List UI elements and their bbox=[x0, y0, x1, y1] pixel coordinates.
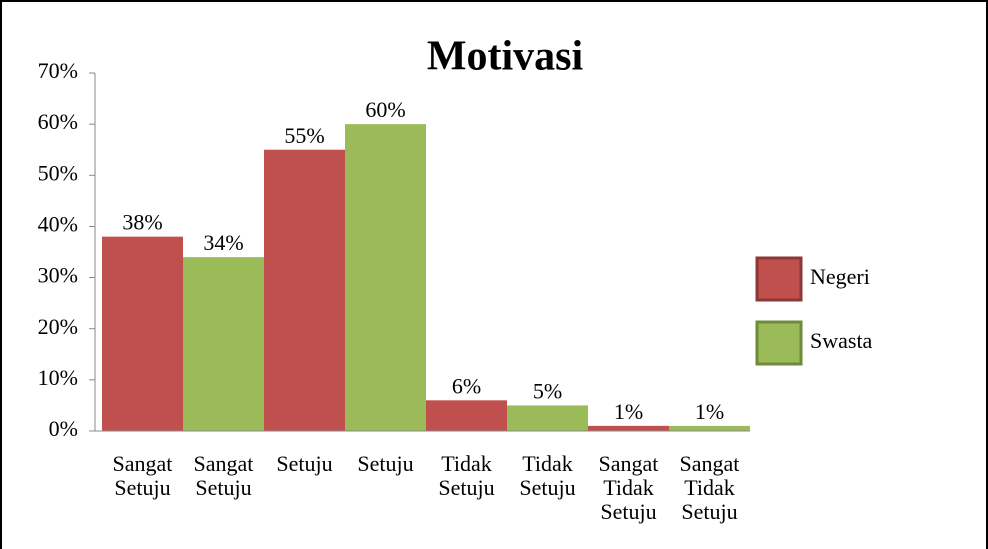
value-label: 1% bbox=[695, 399, 724, 424]
legend-label: Negeri bbox=[810, 264, 870, 289]
value-label: 60% bbox=[365, 97, 405, 122]
y-tick-label: 70% bbox=[38, 58, 78, 83]
x-tick-label: Sangat Tidak Setuju bbox=[599, 451, 659, 524]
y-tick-label: 20% bbox=[38, 314, 78, 339]
x-tick-label: Sangat Tidak Setuju bbox=[680, 451, 740, 524]
value-label: 6% bbox=[452, 373, 481, 398]
x-tick-label: Tidak Setuju bbox=[438, 451, 494, 500]
y-tick-label: 30% bbox=[38, 263, 78, 288]
x-tick-label: Setuju bbox=[357, 451, 413, 476]
bar bbox=[426, 400, 507, 431]
y-tick-label: 10% bbox=[38, 365, 78, 390]
bar bbox=[345, 124, 426, 432]
value-label: 1% bbox=[614, 399, 643, 424]
y-tick-label: 60% bbox=[38, 109, 78, 134]
legend-swatch bbox=[755, 320, 803, 366]
value-label: 38% bbox=[122, 210, 162, 235]
x-tick-label: Tidak Setuju bbox=[519, 451, 575, 500]
bar bbox=[264, 149, 345, 431]
y-tick-label: 50% bbox=[38, 160, 78, 185]
bar bbox=[669, 425, 750, 431]
legend-swatch bbox=[755, 256, 803, 302]
x-tick-label: Sangat Setuju bbox=[113, 451, 173, 500]
x-tick-label: Setuju bbox=[276, 451, 332, 476]
bar bbox=[102, 236, 183, 431]
value-label: 34% bbox=[203, 230, 243, 255]
bar bbox=[183, 257, 264, 431]
y-tick-label: 40% bbox=[38, 211, 78, 236]
y-tick-label: 0% bbox=[49, 416, 78, 441]
bar bbox=[507, 405, 588, 431]
legend-label: Swasta bbox=[810, 328, 873, 353]
x-tick-label: Sangat Setuju bbox=[194, 451, 254, 500]
value-label: 5% bbox=[533, 378, 562, 403]
value-label: 55% bbox=[284, 123, 324, 148]
chart-title: Motivasi bbox=[427, 34, 584, 80]
bar bbox=[588, 425, 669, 431]
